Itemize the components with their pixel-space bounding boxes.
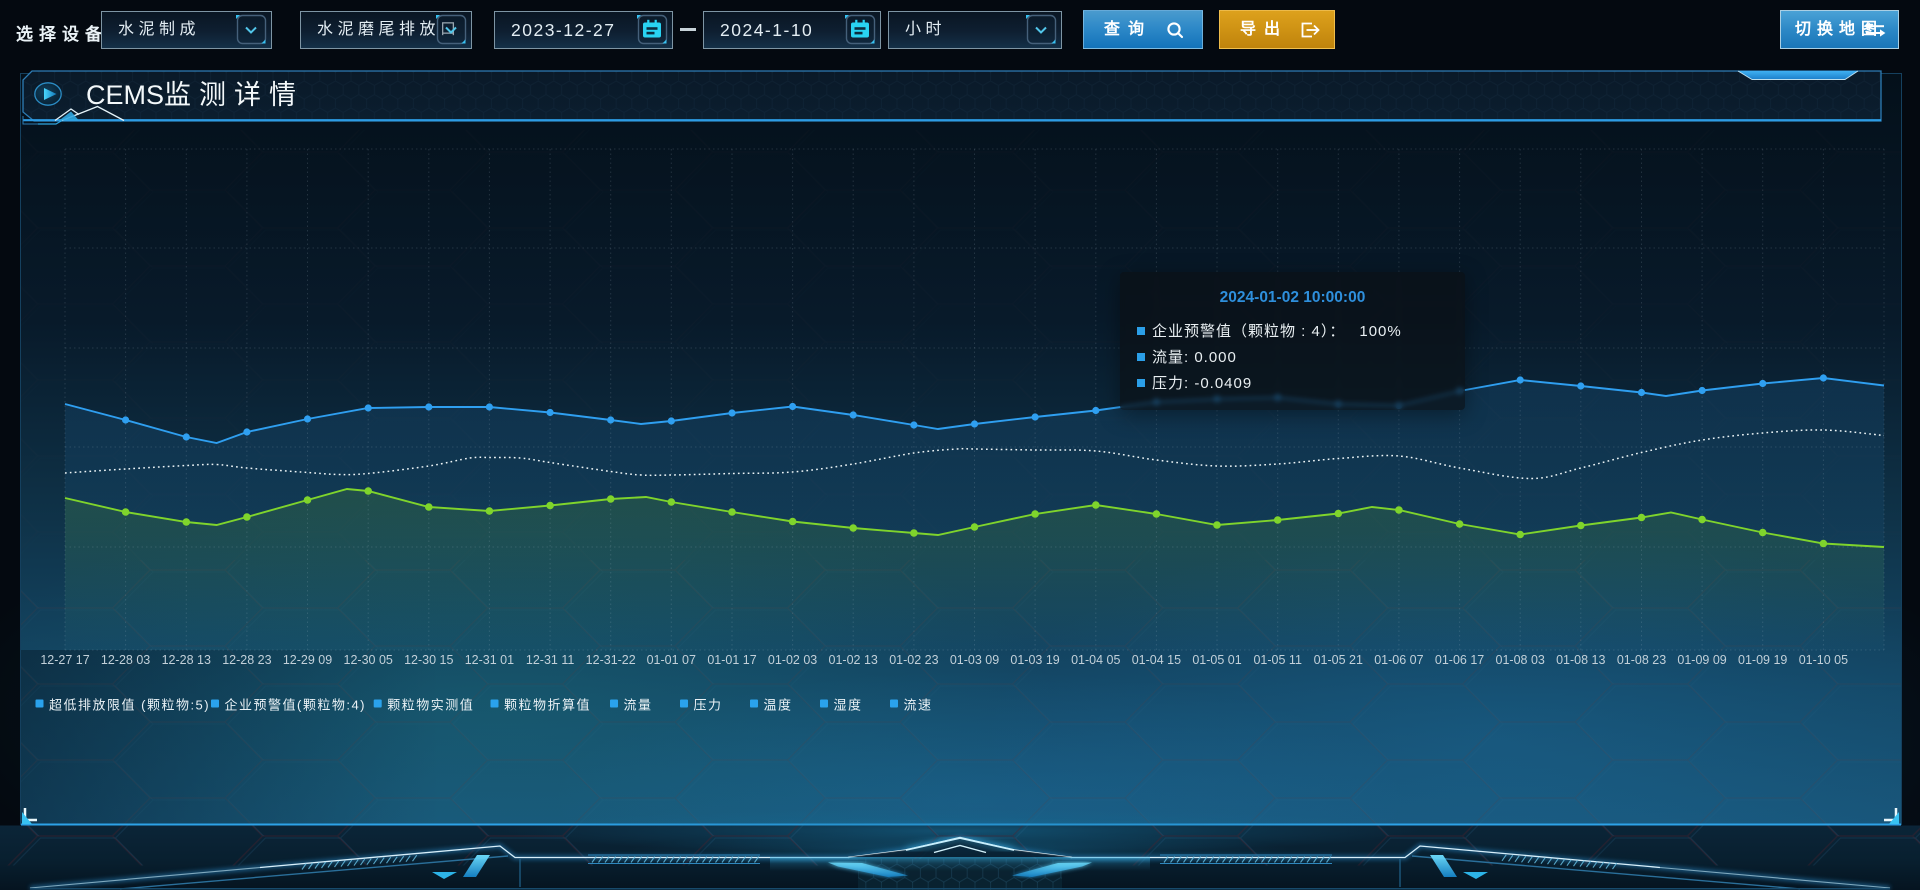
svg-text:12-30 05: 12-30 05 — [344, 653, 393, 667]
svg-text:01-09 19: 01-09 19 — [1738, 653, 1787, 667]
svg-text:01-03 09: 01-03 09 — [950, 653, 999, 667]
svg-text:01-02 23: 01-02 23 — [889, 653, 938, 667]
svg-text:CEMS监测详情: CEMS监测详情 — [86, 80, 304, 110]
svg-text:01-04 15: 01-04 15 — [1132, 653, 1181, 667]
svg-text:01-09 09: 01-09 09 — [1677, 653, 1726, 667]
svg-text:01-02 03: 01-02 03 — [768, 653, 817, 667]
svg-text:12-28 23: 12-28 23 — [222, 653, 271, 667]
svg-text:01-05 21: 01-05 21 — [1314, 653, 1363, 667]
svg-text:温度: 温度 — [764, 698, 793, 713]
svg-text:颗粒物折算值: 颗粒物折算值 — [504, 698, 591, 713]
svg-text:流量: 流量 — [624, 698, 653, 713]
svg-text:湿度: 湿度 — [834, 698, 863, 713]
svg-text:01-06 07: 01-06 07 — [1374, 653, 1423, 667]
svg-text:01-08 13: 01-08 13 — [1556, 653, 1605, 667]
svg-text:12-30 15: 12-30 15 — [404, 653, 453, 667]
svg-text:12-31 11: 12-31 11 — [526, 653, 574, 667]
svg-text:01-01 17: 01-01 17 — [707, 653, 756, 667]
svg-text:01-06 17: 01-06 17 — [1435, 653, 1484, 667]
svg-text:12-27 17: 12-27 17 — [40, 653, 89, 667]
svg-text:颗粒物实测值: 颗粒物实测值 — [387, 698, 474, 713]
svg-text:01-10 05: 01-10 05 — [1799, 653, 1848, 667]
svg-text:企业预警值(颗粒物:4): 企业预警值(颗粒物:4) — [225, 698, 367, 713]
svg-text:01-03 19: 01-03 19 — [1010, 653, 1059, 667]
svg-text:12-31-22: 12-31-22 — [586, 653, 636, 667]
svg-text:压力: 压力 — [694, 698, 723, 713]
svg-text:12-28 13: 12-28 13 — [162, 653, 211, 667]
svg-text:01-01 07: 01-01 07 — [647, 653, 696, 667]
svg-text:01-08 23: 01-08 23 — [1617, 653, 1666, 667]
svg-text:01-04 05: 01-04 05 — [1071, 653, 1120, 667]
svg-text:01-08 03: 01-08 03 — [1496, 653, 1545, 667]
svg-text:12-29 09: 12-29 09 — [283, 653, 332, 667]
svg-text:超低排放限值 (颗粒物:5): 超低排放限值 (颗粒物:5) — [49, 698, 210, 713]
svg-text:01-05 11: 01-05 11 — [1253, 653, 1301, 667]
svg-text:流速: 流速 — [904, 698, 933, 713]
svg-text:01-05 01: 01-05 01 — [1192, 653, 1241, 667]
svg-text:01-02 13: 01-02 13 — [829, 653, 878, 667]
svg-text:12-31 01: 12-31 01 — [465, 653, 514, 667]
svg-text:12-28 03: 12-28 03 — [101, 653, 150, 667]
